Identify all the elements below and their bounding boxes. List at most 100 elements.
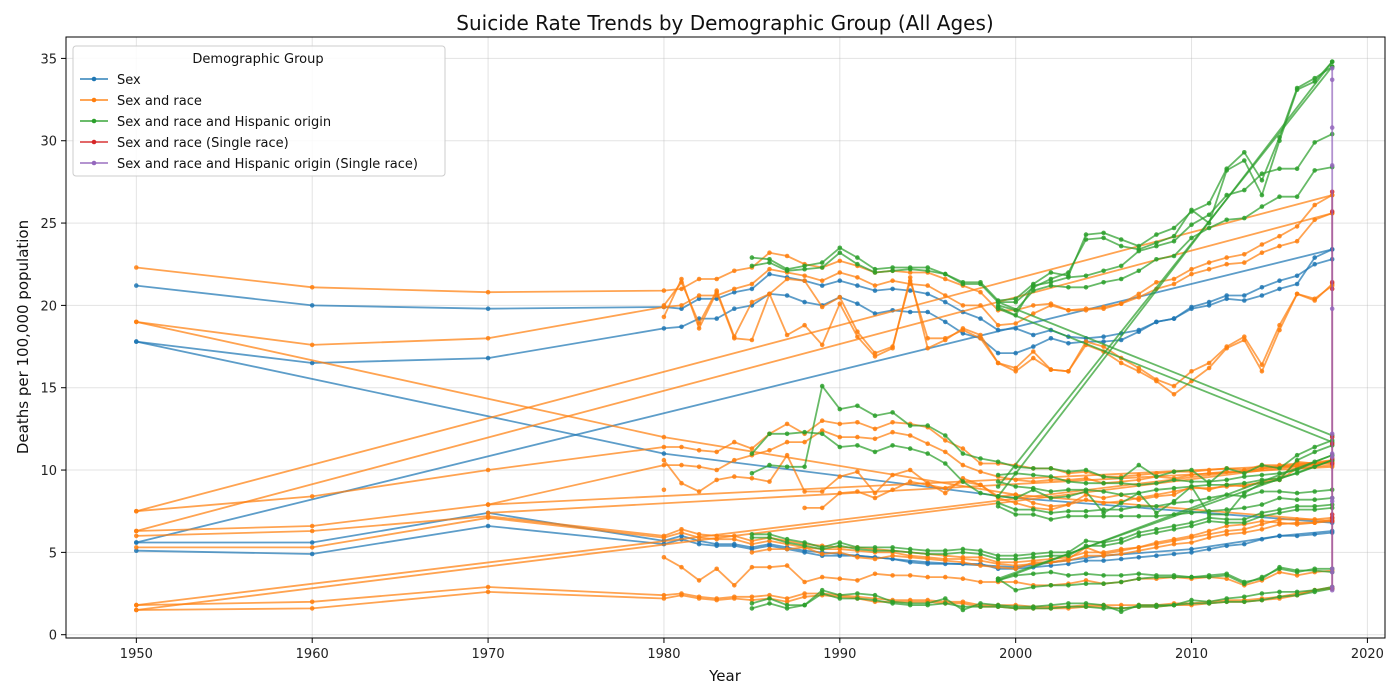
data-point	[1259, 192, 1265, 198]
series-line	[997, 566, 1333, 583]
data-point	[1118, 556, 1124, 562]
data-point	[784, 452, 790, 458]
data-point	[134, 602, 139, 608]
data-point	[1118, 579, 1124, 585]
data-point	[1277, 566, 1282, 572]
series-line	[136, 258, 1333, 340]
data-point	[890, 410, 895, 415]
data-point	[1118, 602, 1124, 608]
data-point	[749, 471, 755, 476]
data-point	[1329, 163, 1335, 168]
legend-title: Demographic Group	[192, 52, 323, 67]
data-point	[1171, 551, 1177, 557]
data-point	[1189, 510, 1194, 516]
data-point	[872, 556, 878, 562]
data-point	[1277, 589, 1282, 595]
data-point	[784, 546, 790, 552]
data-point	[1083, 538, 1089, 544]
data-point	[1013, 495, 1018, 501]
data-point	[1294, 522, 1300, 527]
data-point	[872, 426, 878, 432]
data-point	[1242, 471, 1247, 476]
data-point	[1259, 472, 1265, 478]
data-point	[802, 439, 807, 445]
data-point	[1206, 479, 1212, 484]
data-point	[802, 602, 807, 608]
data-point	[1189, 207, 1194, 213]
data-point	[819, 546, 825, 552]
data-point	[767, 462, 772, 468]
data-point	[978, 555, 983, 560]
data-point	[925, 560, 930, 565]
data-point	[1171, 253, 1177, 259]
data-point	[802, 464, 807, 470]
data-point	[749, 594, 755, 600]
data-point	[1294, 166, 1300, 171]
data-point	[784, 536, 790, 542]
data-point	[1259, 513, 1265, 519]
data-point	[1171, 238, 1177, 244]
data-point	[749, 564, 755, 570]
data-point	[855, 546, 860, 552]
data-point	[1083, 508, 1089, 514]
data-point	[1031, 584, 1036, 590]
data-point	[1118, 606, 1124, 611]
legend-marker	[91, 97, 97, 103]
data-point	[1154, 280, 1159, 285]
data-point	[1136, 504, 1142, 509]
legend-entries: Sex Sex and race Sex and race and Hispanic…	[80, 73, 418, 172]
data-point	[749, 541, 755, 547]
data-point	[1242, 158, 1247, 163]
data-point	[1189, 467, 1194, 473]
data-point	[1242, 252, 1247, 257]
data-point	[1048, 495, 1054, 501]
data-point	[1083, 553, 1089, 558]
data-point	[978, 579, 983, 585]
series-line	[751, 431, 1333, 516]
data-point	[1136, 495, 1142, 501]
data-point	[1136, 268, 1142, 274]
data-point	[749, 545, 755, 550]
data-point	[1224, 596, 1229, 601]
data-point	[802, 299, 807, 305]
data-point	[1136, 248, 1142, 254]
data-point	[1206, 601, 1212, 606]
data-point	[1136, 513, 1142, 519]
data-point	[749, 532, 755, 537]
data-point	[732, 286, 737, 292]
data-point	[679, 480, 684, 486]
data-point	[1154, 574, 1159, 580]
data-point	[1101, 306, 1106, 312]
data-point	[1101, 480, 1106, 486]
data-point	[1206, 485, 1212, 491]
data-point	[978, 548, 983, 553]
data-point	[1277, 243, 1282, 249]
data-point	[1031, 332, 1036, 338]
data-point	[890, 601, 895, 606]
data-point	[1013, 606, 1018, 611]
data-point	[1154, 480, 1159, 486]
data-point	[1189, 520, 1194, 525]
data-point	[1189, 523, 1194, 529]
data-point	[1048, 466, 1054, 471]
data-point	[819, 505, 825, 511]
data-point	[1171, 477, 1177, 483]
data-point	[1136, 365, 1142, 371]
data-point	[1101, 581, 1106, 586]
data-point	[1171, 500, 1177, 506]
data-point	[872, 545, 878, 550]
data-point	[995, 553, 1001, 558]
data-point	[749, 337, 755, 343]
series-line	[136, 460, 1333, 611]
data-point	[1329, 306, 1335, 312]
data-point	[855, 275, 860, 280]
y-tick-label: 10	[40, 464, 57, 479]
data-point	[1118, 276, 1124, 282]
data-point	[1171, 469, 1177, 475]
data-point	[1118, 243, 1124, 249]
series-sex-and-race-and-hispanic-origin	[995, 564, 1335, 585]
data-point	[925, 291, 930, 297]
data-point	[960, 560, 966, 565]
data-point	[1101, 339, 1106, 344]
data-point	[661, 444, 667, 450]
